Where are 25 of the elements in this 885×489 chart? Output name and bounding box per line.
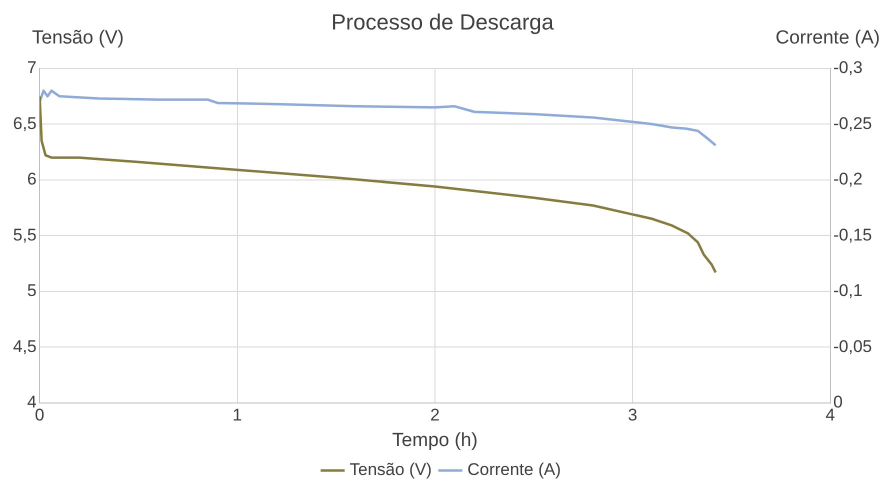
- chart-title: Processo de Descarga: [331, 9, 555, 34]
- legend-label: Corrente (A): [467, 460, 561, 480]
- y-tick-label: 7: [27, 58, 37, 78]
- y2-tick-label: -0,3: [833, 58, 863, 78]
- x-tick-label: 0: [34, 406, 44, 425]
- y-tick-label: 5: [27, 281, 37, 300]
- y2-tick-label: -0,2: [833, 170, 863, 189]
- x-tick-label: 1: [232, 406, 242, 425]
- y2-axis-title: Corrente (A): [775, 28, 880, 49]
- legend-label: Tensão (V): [350, 460, 432, 480]
- y-tick-label: 4: [27, 392, 37, 412]
- y-tick-label: 6,5: [12, 114, 37, 133]
- y2-tick-label: -0,1: [833, 281, 863, 300]
- y2-tick-label: -0,05: [833, 336, 872, 356]
- x-tick-label: 3: [628, 406, 638, 425]
- y2-tick-label: 0: [833, 392, 843, 412]
- y2-tick-label: -0,25: [833, 114, 872, 133]
- y-tick-label: 5,5: [12, 225, 37, 244]
- x-tick-label: 4: [826, 406, 835, 425]
- x-axis-title: Tempo (h): [392, 430, 478, 451]
- x-tick-label: 2: [430, 406, 440, 425]
- y-tick-label: 6: [27, 170, 37, 189]
- y-tick-label: 4,5: [12, 336, 37, 356]
- y2-tick-label: -0,15: [833, 225, 872, 244]
- y-axis-title: Tensão (V): [32, 28, 124, 49]
